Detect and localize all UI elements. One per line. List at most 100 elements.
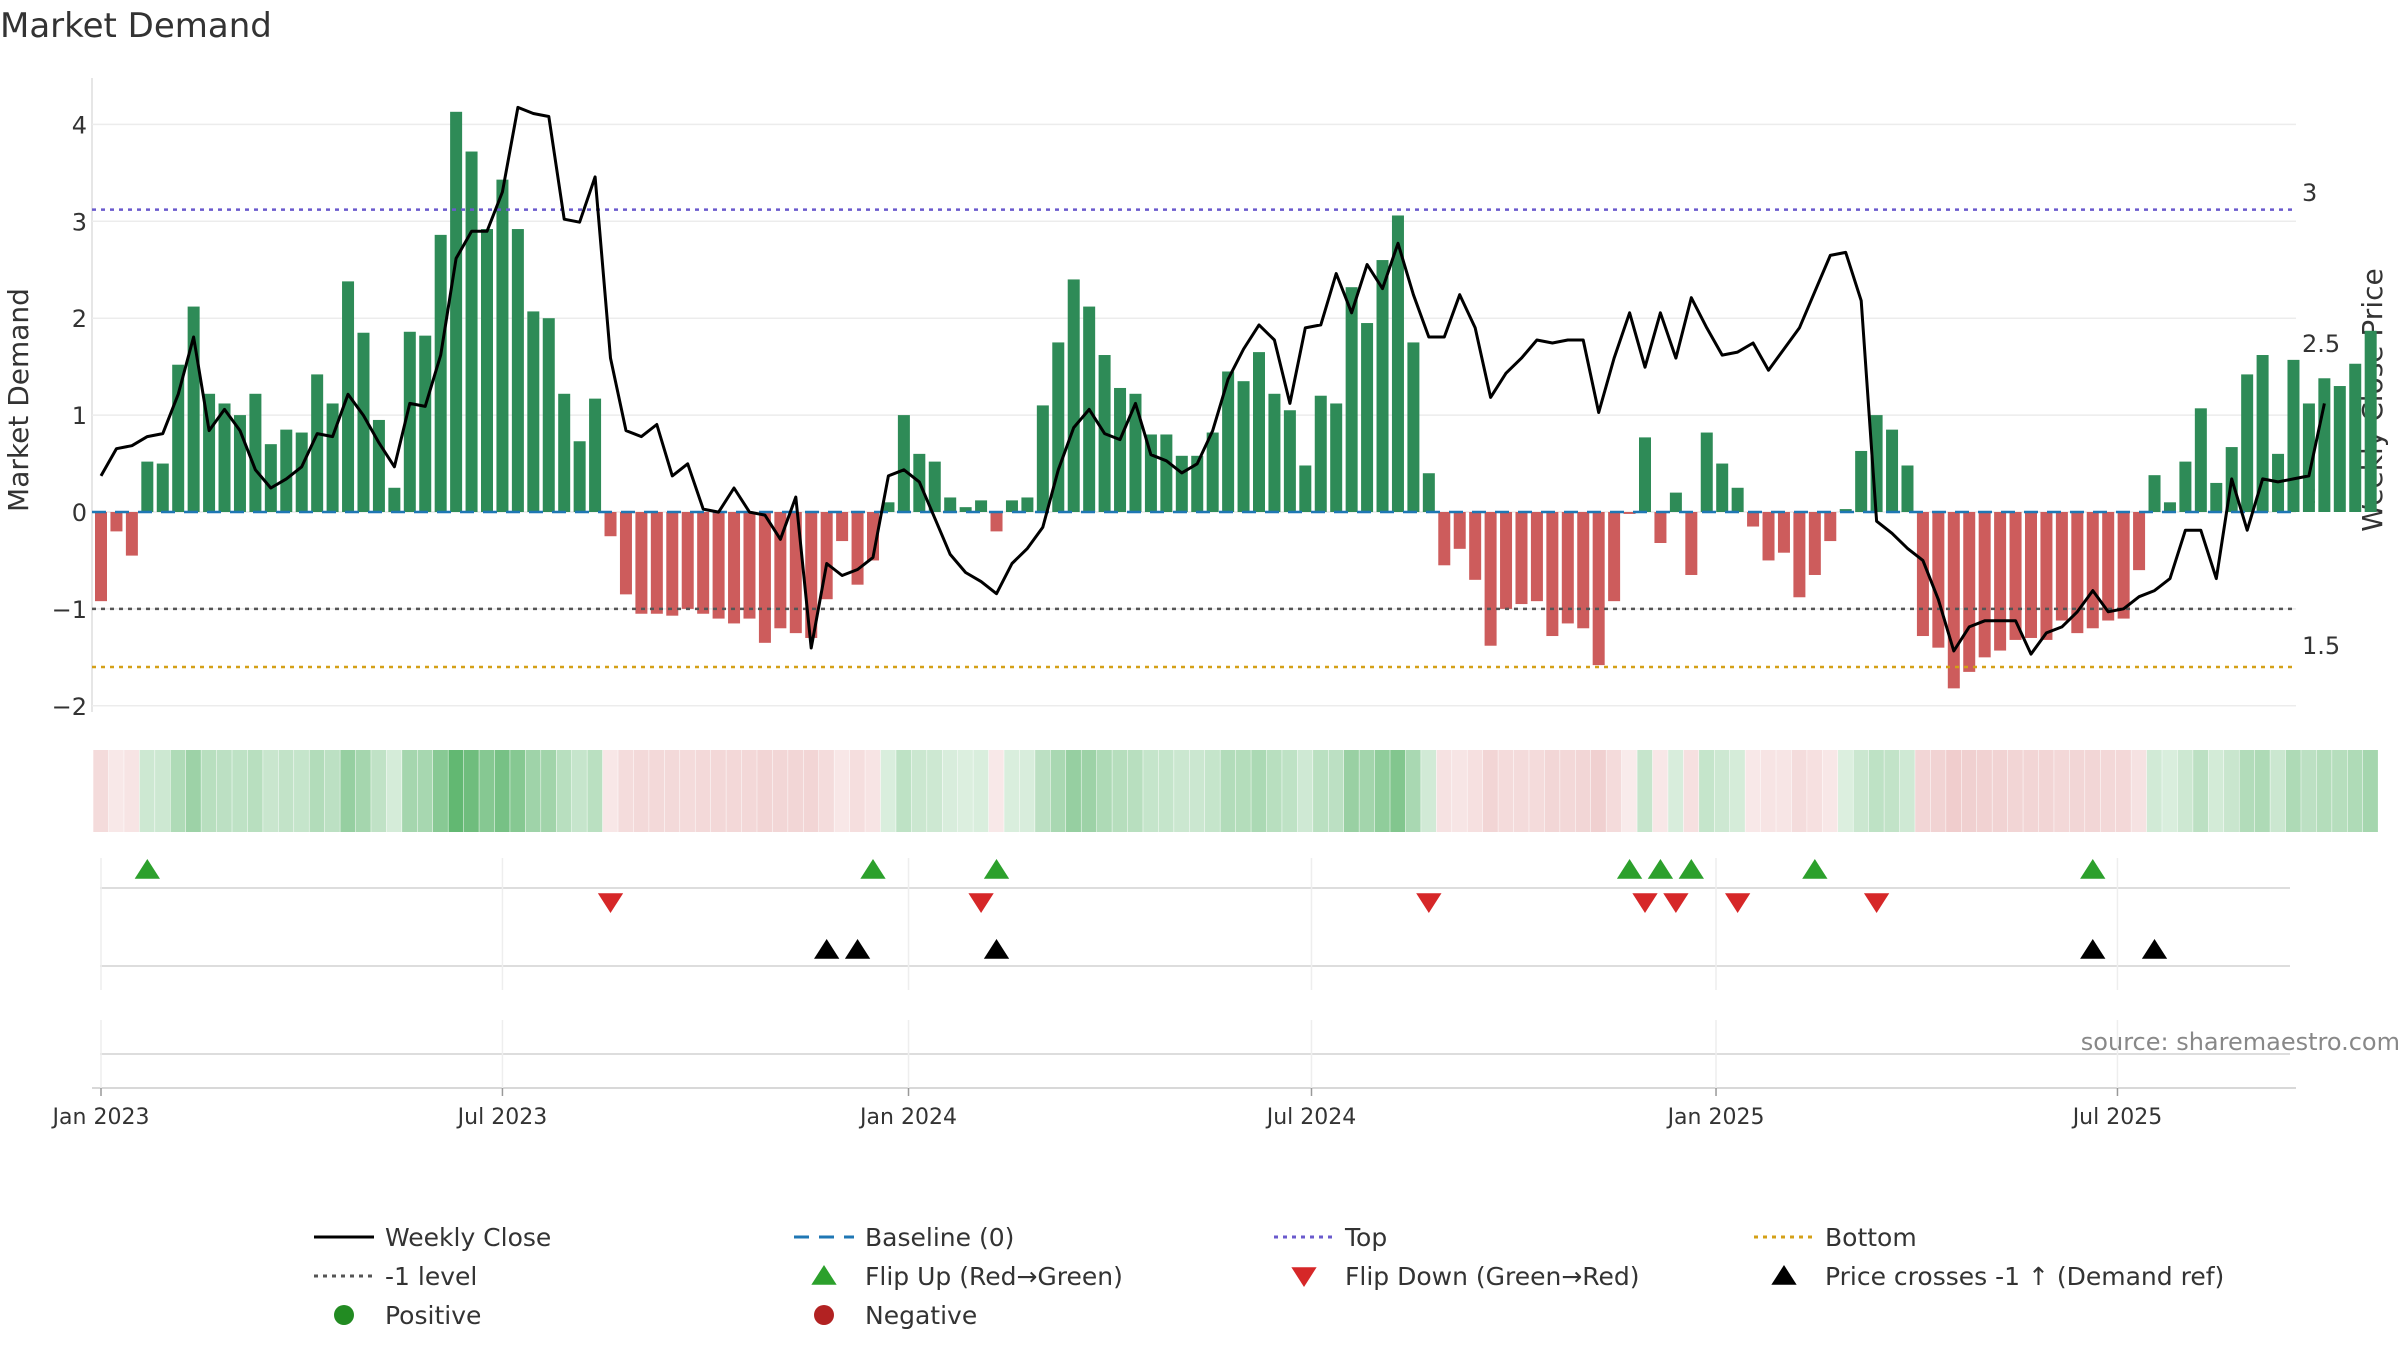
heat-strip-cell (1992, 750, 2008, 832)
heat-strip-cell (1313, 750, 1328, 832)
demand-bar (1144, 434, 1157, 512)
demand-bar (1947, 512, 1960, 689)
heat-strip-cell (2054, 750, 2070, 832)
y-tick-label: 0 (72, 499, 87, 527)
heat-strip-cell (170, 750, 186, 832)
demand-bar (1422, 473, 1435, 512)
y-axis-label: Market Demand (2, 288, 35, 512)
heat-strip-cell (618, 750, 634, 832)
heat-strip-cell (1436, 750, 1452, 832)
heat-strip-cell (818, 750, 834, 832)
heat-strip-cell (973, 750, 989, 832)
heat-strip-cell (494, 750, 510, 832)
demand-bar (2163, 502, 2176, 512)
heat-strip-cell (1405, 750, 1421, 832)
heat-strip-cell (2316, 750, 2332, 832)
heat-strip-cell (1976, 750, 1992, 832)
demand-bar (481, 229, 493, 512)
demand-bar (2040, 512, 2053, 640)
legend-symbol (1771, 1265, 1797, 1285)
demand-bar (1453, 512, 1466, 549)
heat-strip-cell (278, 750, 294, 832)
heat-strip-cell (2131, 750, 2147, 832)
legend-symbol (334, 1305, 354, 1325)
demand-bar (1808, 512, 1821, 575)
demand-bar (2025, 512, 2037, 638)
demand-bar (836, 512, 849, 542)
demand-bar (1469, 512, 1482, 580)
demand-bar (774, 512, 787, 629)
demand-bar (1994, 512, 2007, 651)
heat-strip-cell (2332, 750, 2348, 832)
demand-bar (2055, 512, 2068, 621)
heat-strip-cell (1745, 750, 1761, 832)
heat-strip-cell (911, 750, 927, 832)
demand-bar (1345, 287, 1358, 512)
heat-strip-cell (2239, 750, 2255, 832)
heat-strip-cell (1621, 750, 1637, 832)
demand-bar (1546, 512, 1559, 637)
heat-strip-cell (371, 750, 387, 832)
demand-bar (1299, 465, 1312, 512)
heat-strip-cell (2162, 750, 2178, 832)
demand-bar (697, 512, 710, 614)
heat-strip-cell (788, 750, 804, 832)
heat-strip-cell (834, 750, 850, 832)
x-tick-label: Jul 2023 (456, 1105, 548, 1130)
heat-strip-cell (1251, 750, 1267, 832)
demand-bar (897, 415, 910, 512)
heat-strip-cell (1282, 750, 1298, 832)
flip-down-marker (1663, 893, 1689, 913)
heat-strip-cell (1699, 750, 1714, 832)
heat-strip-cell (680, 750, 695, 832)
demand-bar (542, 318, 555, 512)
demand-bar (1685, 512, 1698, 575)
heat-strip-cell (155, 750, 170, 832)
heat-strip-cell (355, 750, 371, 832)
demand-bar (264, 444, 277, 512)
demand-bar (1669, 492, 1682, 512)
demand-bar (1268, 393, 1281, 512)
demand-bar (450, 111, 463, 512)
heat-strip-cell (1606, 750, 1622, 832)
heat-strip-cell (1776, 750, 1792, 832)
demand-bar (1515, 512, 1528, 605)
heat-strip-cell (2023, 750, 2039, 832)
heat-strip-cell (1096, 750, 1112, 832)
heat-strip-cell (1652, 750, 1668, 832)
cross-up-marker (844, 939, 871, 959)
demand-bar (295, 432, 308, 512)
heat-strip-cell (927, 750, 942, 832)
demand-bar (1391, 215, 1404, 512)
demand-bar (1855, 450, 1868, 512)
heat-strip-cell (1343, 750, 1359, 832)
demand-bar (604, 512, 617, 537)
weekly-close-line (99, 105, 2326, 656)
demand-bar (311, 374, 324, 512)
flip-up-marker (1647, 859, 1674, 879)
demand-bar (1654, 512, 1667, 544)
heat-strip-cell (216, 750, 232, 832)
heat-strip-cell (432, 750, 448, 832)
heat-strip-cell (1868, 750, 1884, 832)
flip-down-marker (1416, 893, 1442, 913)
legend-label: Weekly Close (385, 1223, 551, 1252)
heat-strip-cell (294, 750, 309, 832)
demand-bar (1530, 512, 1543, 602)
heat-strip-cell (865, 750, 881, 832)
demand-bar (650, 512, 663, 614)
heat-strip-cell (1035, 750, 1051, 832)
demand-bar (1901, 465, 1914, 512)
heat-strip-cell (1204, 750, 1220, 832)
heat-strip-cell (1359, 750, 1375, 832)
heat-strip-cell (139, 750, 155, 832)
demand-bar (172, 364, 185, 512)
heat-strip-cell (1853, 750, 1869, 832)
heat-strip-cell (1374, 750, 1390, 832)
demand-bar (1777, 512, 1790, 553)
y2-tick-label: 1.5 (2302, 632, 2340, 660)
heat-strip-cell (525, 750, 541, 832)
flip-up-marker (2080, 859, 2106, 879)
flip-up-marker (1678, 859, 1704, 879)
